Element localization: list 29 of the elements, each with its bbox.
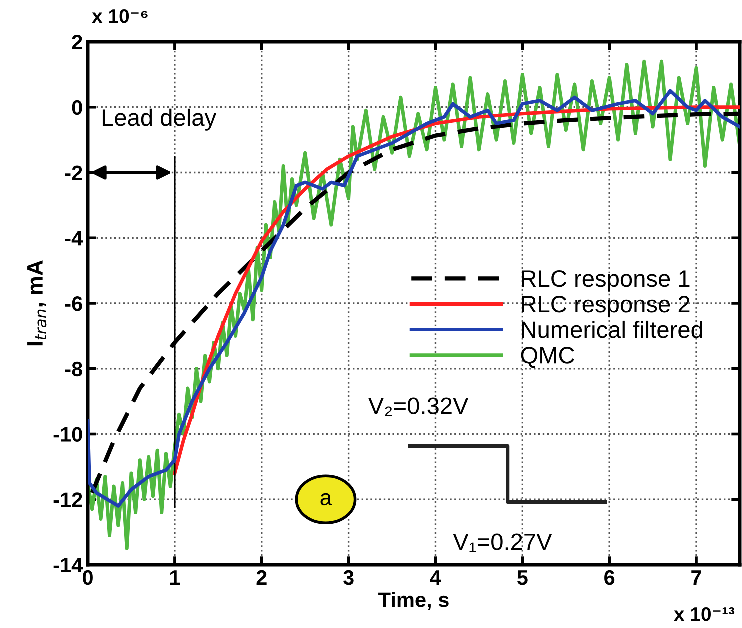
x-tick-label: 7 (692, 570, 702, 585)
annotation: V₁=0.27V (453, 534, 552, 552)
x-tick-label: 4 (430, 570, 442, 585)
annotation: V₂=0.32V (368, 398, 469, 416)
y-tick-label: 0 (72, 100, 82, 116)
y-tick-label: -10 (54, 427, 82, 442)
legend-label: Numerical filtered (522, 320, 702, 338)
x-tick-label: 5 (518, 570, 528, 586)
x-tick-label: 3 (343, 570, 354, 586)
y-tick-label: 2 (72, 35, 82, 50)
legend-label: RLC response 2 (522, 296, 690, 318)
y-tick-label: -6 (65, 296, 82, 312)
x-axis-title: Time, s (378, 592, 449, 610)
y-tick-label: -2 (65, 166, 82, 180)
x-tick-label: 1 (170, 570, 180, 585)
legend-label: QMC (521, 347, 574, 368)
y-tick-label: -14 (54, 558, 84, 573)
text: x 10⁻¹³ (674, 607, 735, 622)
text: x 10⁻⁶ (92, 9, 148, 24)
y-tick-label: -8 (65, 362, 82, 377)
y-axis-title: I$_{tran}$, mA (28, 260, 47, 346)
y-tick-label: -4 (65, 231, 84, 246)
x-tick-label: 6 (604, 570, 615, 586)
y-tick-label: -12 (54, 492, 82, 508)
ref-line-label: Lead delay (102, 108, 217, 131)
x-tick-label: 0 (83, 570, 93, 586)
x-tick-label: 2 (256, 570, 267, 585)
annotation: a (320, 493, 332, 506)
legend-label: RLC response 1 (522, 270, 690, 292)
